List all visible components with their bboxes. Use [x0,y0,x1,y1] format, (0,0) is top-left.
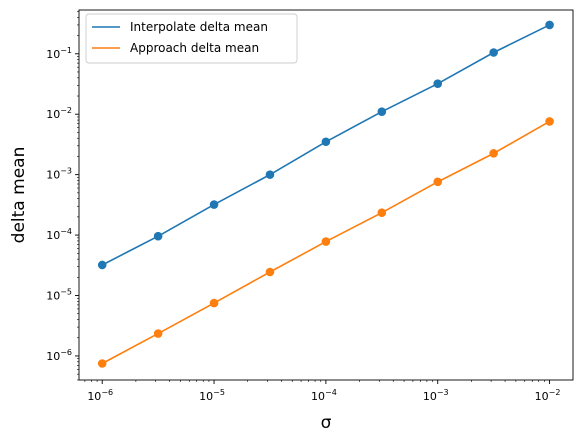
data-point-approach [489,149,498,158]
x-tick-label: 10−6 [87,388,113,403]
data-point-interpolate [266,170,275,179]
y-tick-label: 10−3 [46,167,72,182]
y-tick-label: 10−1 [46,46,72,61]
data-point-approach [154,329,163,338]
data-point-approach [98,359,107,368]
data-point-interpolate [433,79,442,88]
data-point-approach [378,208,387,217]
data-point-approach [266,268,275,277]
x-tick-label: 10−2 [535,388,561,403]
data-point-approach [322,237,331,246]
legend: Interpolate delta mean Approach delta me… [86,14,297,63]
data-point-interpolate [489,48,498,57]
data-point-approach [545,117,554,126]
y-tick-label: 10−4 [46,227,72,242]
legend-label-interpolate: Interpolate delta mean [130,20,268,34]
x-tick-label: 10−5 [199,388,225,403]
data-point-interpolate [154,232,163,241]
x-axis-label: σ [321,413,332,433]
data-point-interpolate [322,137,331,146]
data-point-interpolate [98,261,107,270]
legend-label-approach: Approach delta mean [130,41,259,55]
data-point-interpolate [378,107,387,116]
y-tick-label: 10−6 [46,348,72,363]
y-axis-label: delta mean [9,147,29,244]
data-point-approach [210,299,219,308]
data-point-approach [433,178,442,187]
data-point-interpolate [210,200,219,209]
y-tick-label: 10−2 [46,106,72,121]
data-point-interpolate [545,21,554,30]
x-tick-label: 10−4 [311,388,337,403]
y-tick-label: 10−5 [46,288,72,303]
plot-background [79,10,573,380]
x-tick-label: 10−3 [423,388,449,403]
